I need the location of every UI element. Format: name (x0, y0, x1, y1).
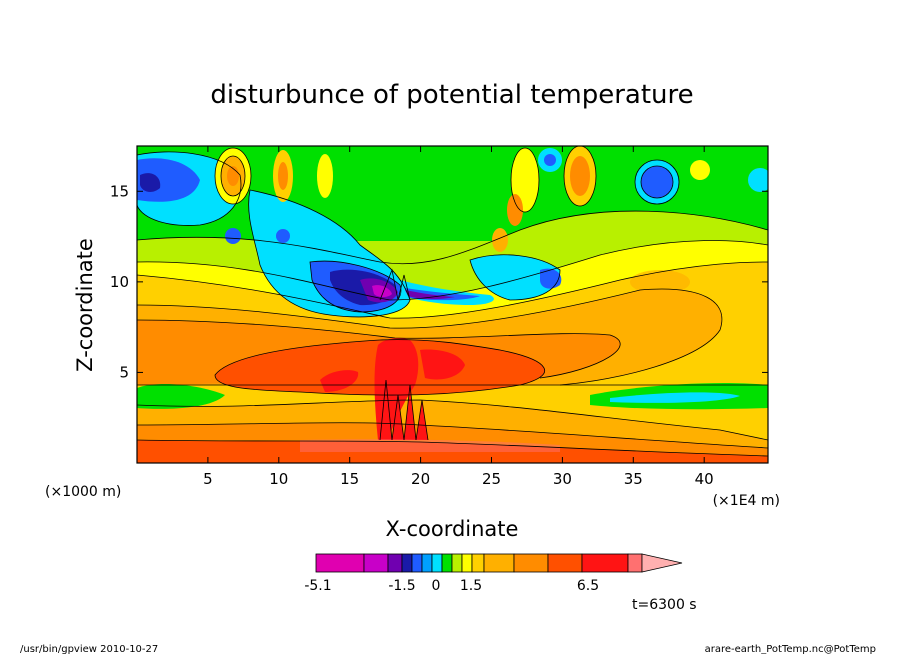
x-unit-label: (×1E4 m) (713, 493, 780, 509)
x-tick-label: 40 (695, 470, 714, 488)
y-axis-label: Z-coordinate (73, 238, 97, 372)
time-annotation: t=6300 s (632, 597, 697, 613)
colorbar-label: 0 (432, 578, 441, 594)
x-tick-label: 10 (269, 470, 288, 488)
colorbar-label: -1.5 (388, 578, 415, 594)
y-tick-label: 10 (110, 273, 129, 291)
colorbar-segment (627, 553, 643, 573)
plot-area (137, 146, 768, 463)
x-tick-label: 30 (553, 470, 572, 488)
colorbar-labels: -5.1 -1.5 0 1.5 6.5 (304, 578, 599, 594)
colorbar-segment (431, 553, 443, 573)
contour-field (137, 146, 768, 463)
colorbar-segment (513, 553, 549, 573)
footer-right: arare-earth_PotTemp.nc@PotTemp (705, 644, 876, 654)
x-tick-label: 5 (203, 470, 213, 488)
x-tick-label: 20 (411, 470, 430, 488)
colorbar-segment (315, 553, 365, 573)
y-unit-label: (×1000 m) (45, 484, 121, 500)
y-tick-label: 5 (119, 363, 129, 381)
x-tick-label: 35 (624, 470, 643, 488)
colorbar-segment (471, 553, 485, 573)
contour-lines (137, 146, 768, 457)
colorbar-segment (451, 553, 463, 573)
colorbar-arrow (641, 553, 683, 573)
y-axis-ticks: 5 10 15 (110, 182, 768, 381)
colorbar (315, 553, 683, 573)
footer-left: /usr/bin/gpview 2010-10-27 (20, 644, 158, 654)
x-axis-ticks: 5 10 15 20 25 30 35 40 (203, 146, 714, 488)
colorbar-segment (387, 553, 403, 573)
colorbar-segment (401, 553, 413, 573)
colorbar-segment (581, 553, 629, 573)
colorbar-segment (421, 553, 433, 573)
colorbar-segment (411, 553, 423, 573)
x-tick-label: 25 (482, 470, 501, 488)
chart-title: disturbunce of potential temperature (210, 80, 693, 110)
colorbar-segment (483, 553, 515, 573)
x-tick-label: 15 (340, 470, 359, 488)
x-axis-label: X-coordinate (386, 517, 519, 541)
colorbar-label: 1.5 (460, 578, 482, 594)
y-tick-label: 15 (110, 182, 129, 200)
plot-frame (136, 145, 769, 464)
colorbar-segment (461, 553, 473, 573)
colorbar-label: -5.1 (304, 578, 331, 594)
colorbar-label: 6.5 (577, 578, 599, 594)
colorbar-segment (363, 553, 389, 573)
colorbar-segment (441, 553, 453, 573)
colorbar-segment (547, 553, 583, 573)
